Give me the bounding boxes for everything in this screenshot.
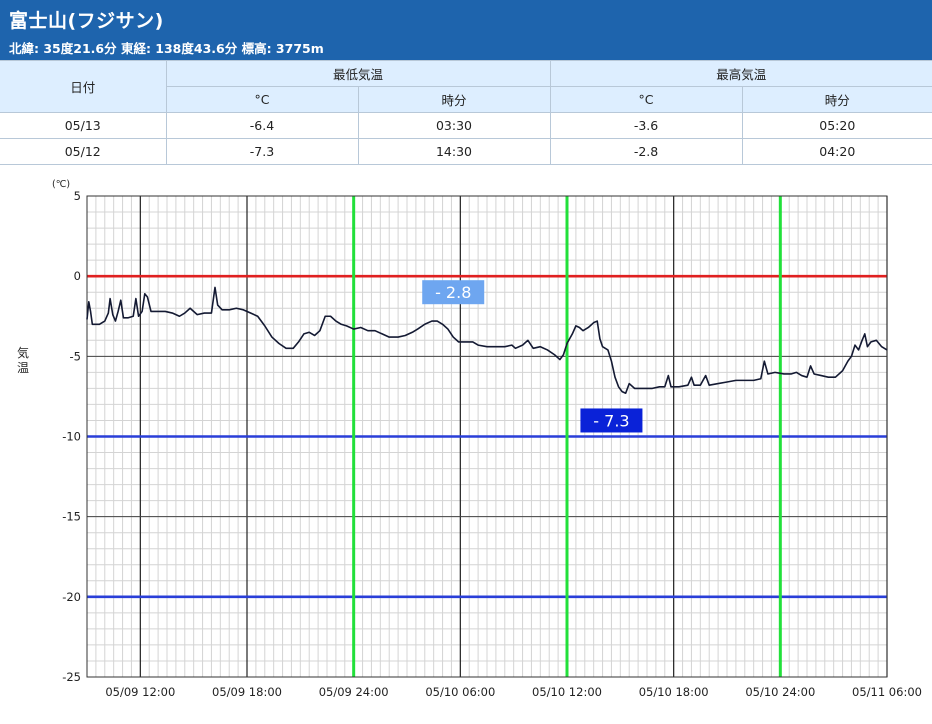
row-max-value: -3.6 [549,112,743,139]
annotations: - 2.8 - 7.3 [422,280,643,433]
y-axis-label: 気温 [17,345,29,375]
row-date: 05/12 [0,138,167,165]
y-tick-label: -20 [62,590,81,604]
x-tick-label: 05/09 12:00 [105,685,175,699]
y-tick-label: -15 [62,510,81,524]
max-unit-header: °C [549,86,743,113]
x-tick-label: 05/09 18:00 [212,685,282,699]
annotation-label: - 7.3 [593,411,629,430]
row-min-time: 03:30 [357,112,551,139]
date-header: 日付 [0,60,167,113]
day-marker-lines [352,196,782,677]
min-temp-header: 最低気温 [165,60,551,87]
x-tick-label: 05/10 18:00 [639,685,709,699]
y-tick-label: 0 [74,269,81,283]
y-tick-label: -25 [62,670,81,684]
y-tick-labels: 5 0 -5 -10 -15 -20 -25 [62,189,81,684]
temperature-series-line [86,286,888,395]
row-min-value: -6.4 [165,112,359,139]
x-tick-label: 05/10 24:00 [745,685,815,699]
row-max-time: 04:20 [741,138,932,165]
max-time-header: 時分 [741,86,932,113]
annotation-box [422,280,485,305]
table-row: 05/13 -6.4 03:30 -3.6 05:20 [0,112,932,139]
station-coordinates: 北緯: 35度21.6分 東経: 138度43.6分 標高: 3775m [9,41,324,56]
table-row: 05/12 -7.3 14:30 -2.8 04:20 [0,138,932,165]
max-temp-header: 最高気温 [549,60,932,87]
x-tick-labels: 05/09 12:00 05/09 18:00 05/09 24:00 05/10 0… [105,685,922,699]
row-min-time: 14:30 [357,138,551,165]
x-tick-label: 05/10 12:00 [532,685,602,699]
x-tick-label: 05/11 06:00 [852,685,922,699]
y-unit-label: (℃) [52,179,70,190]
plot-frame [86,195,888,678]
temperature-chart: 50-5-10-15-20-25 05/09 12:00 05/09 18:00 0… [17,179,922,699]
y-tick-label: -5 [70,349,81,363]
temperature-table: 日付 最低気温 最高気温 °C 時分 °C 時分 05/13 -6.4 03:3… [0,60,932,165]
min-time-header: 時分 [357,86,551,113]
x-tick-label: 05/10 06:00 [425,685,495,699]
min-unit-header: °C [165,86,359,113]
y-tick-label: 5 [74,189,81,203]
annotation-label: - 2.8 [435,283,471,302]
x-tick-label: 05/09 24:00 [319,685,389,699]
row-max-value: -2.8 [549,138,743,165]
station-name: 富士山(フジサン) [9,10,164,32]
reference-lines [87,274,887,599]
row-max-time: 05:20 [741,112,932,139]
y-tick-label: -10 [62,430,81,444]
row-min-value: -7.3 [165,138,359,165]
annotation-box [580,408,643,433]
row-date: 05/13 [0,112,167,139]
station-header: 富士山(フジサン) 北緯: 35度21.6分 東経: 138度43.6分 標高:… [0,0,932,60]
